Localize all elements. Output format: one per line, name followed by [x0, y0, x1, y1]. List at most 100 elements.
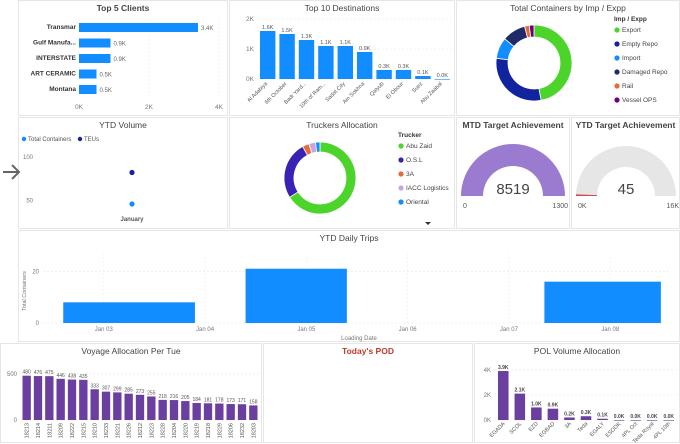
data-label: 1.3K — [301, 34, 313, 40]
category-label: EZD — [528, 421, 540, 433]
data-label: 1.0K — [531, 401, 542, 407]
x-tick-label: January — [120, 217, 144, 223]
legend-marker — [614, 27, 620, 33]
data-label: 0.2K — [564, 411, 575, 417]
category-label: 18214 — [36, 423, 42, 438]
gauge-min-label: 0K — [578, 203, 587, 210]
bar — [135, 394, 145, 420]
bar — [434, 79, 450, 80]
bar — [124, 393, 133, 420]
data-label: 0.1K — [417, 70, 429, 76]
data-label: 0.0K — [647, 414, 658, 420]
bar — [79, 54, 111, 63]
bar — [33, 376, 43, 420]
x-tick-label: Jan 04 — [196, 327, 215, 333]
category-label: Gulf Manufa... — [33, 40, 76, 47]
bar — [514, 393, 526, 420]
voyage-allocation-chart: 0 500 480 18213 476 18214 475 18211 446 18209 438 1… — [7, 370, 259, 438]
donut-slice — [315, 141, 321, 153]
bar — [395, 70, 412, 79]
x-tick-label: Jan 03 — [95, 327, 114, 333]
data-label: 1.1K — [340, 40, 352, 46]
data-label: 480 — [22, 370, 31, 376]
total-containers-panel: Total Containers by Imp / Expp Imp / Exp… — [456, 0, 680, 116]
legend-marker — [614, 69, 620, 75]
bar — [192, 403, 201, 420]
gauge-value: 45 — [618, 181, 635, 198]
data-label: 475 — [45, 370, 54, 376]
data-label: 173 — [226, 398, 235, 404]
ytd-gauge: 45 0K 16K — [576, 146, 679, 210]
x-tick-label: 0K — [75, 104, 84, 111]
truckers-donut: Trucker Abu Zaid O.S.L 3A IACC Logistics Orie… — [283, 132, 449, 225]
bar — [279, 34, 295, 79]
y-tick-label: 0 — [36, 321, 40, 327]
legend-marker — [614, 83, 620, 89]
voyage-allocation-panel: Voyage Allocation Per Tue 0 500 480 18213 47… — [0, 343, 262, 443]
ytd-daily-trips-panel: YTD Daily Trips 0 20 Jan 03 Jan 04 Jan 05 Jan… — [18, 230, 680, 342]
category-label: Transmar — [47, 24, 77, 31]
legend-label: Empty Repo — [622, 41, 658, 48]
category-label: 18204 — [172, 423, 178, 438]
data-label: 0.9K — [359, 46, 371, 52]
bar — [67, 379, 77, 420]
gauge-max-label: 1300 — [552, 203, 568, 210]
bar — [260, 31, 276, 79]
bar — [630, 420, 641, 421]
y-tick-label: 100 — [23, 155, 34, 161]
bar — [249, 405, 258, 420]
data-label: 0.0K — [614, 414, 625, 420]
legend-label: Rail — [622, 83, 634, 90]
bar — [646, 420, 658, 421]
category-label: EGADA — [489, 421, 507, 439]
bar — [544, 281, 661, 323]
legend-marker — [614, 41, 620, 47]
legend-label: TEUs — [84, 137, 99, 143]
data-label: 0.0K — [630, 414, 641, 420]
bar — [63, 302, 195, 323]
arrow-right-icon[interactable] — [0, 160, 22, 184]
data-label: 3.9K — [498, 365, 509, 371]
data-label: 0.9K — [548, 403, 559, 409]
category-label: INTERSTATE — [36, 55, 77, 62]
bar — [613, 420, 625, 421]
data-label: 216 — [170, 394, 179, 400]
bar — [245, 268, 347, 323]
y-axis-title: Total Containers — [22, 271, 28, 311]
category-label: Ain Sokhna — [342, 81, 367, 106]
category-label: ESODK — [605, 421, 623, 439]
bar — [226, 404, 235, 420]
total-containers-donut: Imp / Expp Export Empty Repo Import Damaged … — [495, 16, 668, 104]
bar — [22, 375, 31, 420]
x-tick-label: Jan 05 — [297, 327, 316, 333]
data-point — [129, 201, 135, 207]
data-label: 438 — [68, 374, 77, 380]
data-label: 0.0K — [663, 414, 674, 420]
data-label: 0.3K — [581, 410, 592, 416]
bar — [147, 396, 156, 420]
bar — [45, 376, 54, 420]
bar — [56, 378, 65, 420]
bar — [158, 399, 167, 420]
bar — [318, 46, 334, 79]
legend-title: Imp / Expp — [614, 16, 647, 23]
bar — [357, 52, 373, 79]
data-label: 2.1K — [515, 388, 526, 394]
data-label: 178 — [215, 398, 224, 404]
data-label: 307 — [102, 386, 111, 392]
category-label: 18211 — [47, 423, 53, 438]
x-tick-label: 2K — [145, 104, 154, 111]
category-label: 18212 — [138, 423, 144, 438]
legend-label: O.S.L — [406, 157, 423, 164]
legend-label: Vessel OPS — [622, 97, 657, 104]
panel-title: Top 5 Clients — [96, 3, 150, 13]
panel-title: YTD Volume — [99, 120, 147, 130]
category-label: 18213 — [25, 423, 31, 438]
bar — [90, 389, 99, 420]
data-label: 0.9K — [114, 57, 126, 63]
scroll-down-icon — [425, 222, 431, 225]
legend-label: Damaged Repo — [622, 69, 668, 76]
bar — [580, 416, 592, 420]
legend-label: Abu Zaid — [406, 143, 432, 150]
bar — [79, 23, 198, 32]
